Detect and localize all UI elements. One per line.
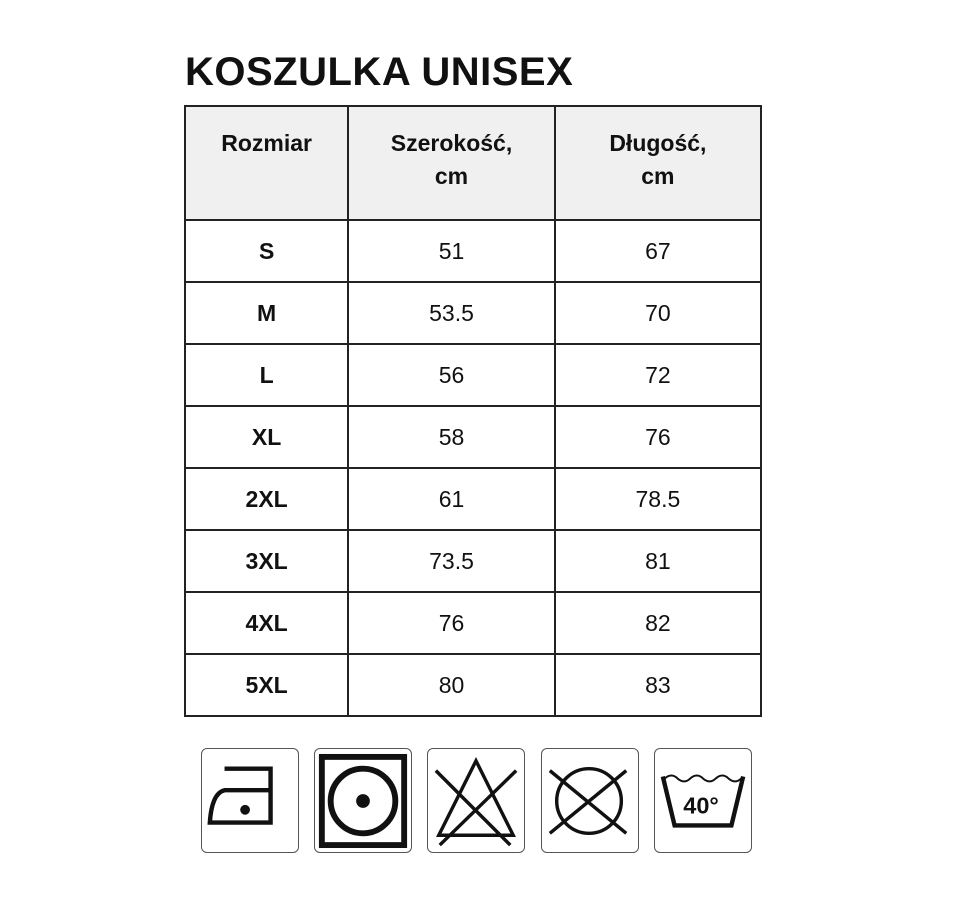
cell-width: 80 — [347, 653, 556, 717]
table-row: M 53.5 70 — [183, 281, 763, 345]
table-row: 3XL 73.5 81 — [183, 529, 763, 593]
tumble-dry-icon — [314, 748, 412, 853]
table-row: 4XL 76 82 — [183, 591, 763, 655]
cell-width: 76 — [347, 591, 556, 655]
no-dry-clean-icon — [541, 748, 639, 853]
cell-size: 4XL — [183, 591, 350, 655]
cell-length: 72 — [553, 343, 763, 407]
cell-width: 51 — [347, 219, 556, 283]
cell-size: 3XL — [183, 529, 350, 593]
cell-size: 2XL — [183, 467, 350, 531]
cell-length: 70 — [553, 281, 763, 345]
iron-low-temp-icon — [201, 748, 299, 853]
cell-size: L — [183, 343, 350, 407]
table-row: 5XL 80 83 — [183, 653, 763, 717]
table-row: L 56 72 — [183, 343, 763, 407]
page-title: KOSZULKA UNISEX — [185, 50, 574, 94]
wash-40-icon: 40° — [654, 748, 752, 853]
cell-length: 78.5 — [553, 467, 763, 531]
cell-width: 53.5 — [347, 281, 556, 345]
header-width: Szerokość, cm — [347, 105, 556, 221]
cell-length: 81 — [553, 529, 763, 593]
cell-width: 56 — [347, 343, 556, 407]
cell-size: XL — [183, 405, 350, 469]
cell-length: 83 — [553, 653, 763, 717]
cell-length: 76 — [553, 405, 763, 469]
cell-length: 67 — [553, 219, 763, 283]
table-row: XL 58 76 — [183, 405, 763, 469]
table-row: 2XL 61 78.5 — [183, 467, 763, 531]
no-bleach-icon — [427, 748, 525, 853]
table-row: S 51 67 — [183, 219, 763, 283]
cell-size: M — [183, 281, 350, 345]
header-length: Długość, cm — [553, 105, 763, 221]
cell-size: 5XL — [183, 653, 350, 717]
cell-length: 82 — [553, 591, 763, 655]
size-table: Rozmiar Szerokość, cm Długość, cm S 51 67 M… — [183, 105, 763, 717]
cell-size: S — [183, 219, 350, 283]
cell-width: 73.5 — [347, 529, 556, 593]
cell-width: 61 — [347, 467, 556, 531]
table-header-row: Rozmiar Szerokość, cm Długość, cm — [183, 105, 763, 221]
wash-temp-label: 40° — [683, 793, 719, 819]
header-size: Rozmiar — [183, 105, 350, 221]
cell-width: 58 — [347, 405, 556, 469]
